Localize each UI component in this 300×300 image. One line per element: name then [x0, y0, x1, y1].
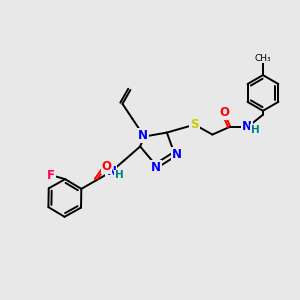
Text: N: N [172, 148, 182, 160]
Text: CH₃: CH₃ [255, 54, 271, 63]
Text: N: N [138, 129, 148, 142]
Text: O: O [219, 106, 229, 119]
Text: N: N [242, 120, 252, 133]
Text: H: H [250, 124, 260, 135]
Text: O: O [101, 160, 112, 173]
Text: F: F [47, 169, 55, 182]
Text: S: S [190, 118, 199, 131]
Text: H: H [115, 170, 124, 180]
Text: N: N [152, 161, 161, 174]
Text: N: N [106, 165, 116, 178]
